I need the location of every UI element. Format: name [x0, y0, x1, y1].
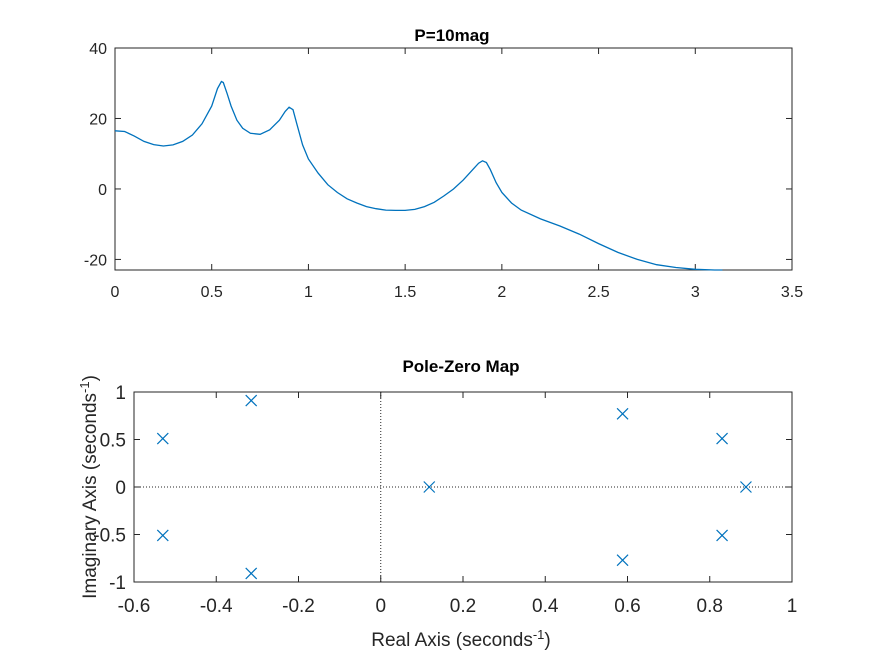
pz-x-tick-label: 0.8 — [697, 596, 723, 617]
magnitude-plot-box — [114, 47, 793, 271]
pole-marker — [616, 407, 629, 420]
pole-marker-stroke — [616, 554, 629, 567]
pole-marker-stroke — [616, 407, 629, 420]
x-tick-label: 1 — [304, 284, 313, 301]
pz-x-tick-label: 1 — [787, 596, 798, 617]
magnitude-series-line — [114, 80, 723, 271]
pole-zero-plot-box — [133, 391, 793, 583]
pz-y-tick-label: 1 — [115, 383, 126, 404]
pz-x-tick-label: -0.4 — [200, 596, 233, 617]
pole-marker-stroke — [156, 432, 169, 445]
x-tick-label: 1.5 — [394, 284, 416, 301]
pole-marker-stroke — [423, 481, 436, 493]
x-tick-label: 2.5 — [587, 284, 609, 301]
pole-marker-stroke — [245, 567, 258, 580]
magnitude-title: P=10mag — [414, 26, 489, 45]
pole-marker — [716, 529, 729, 542]
y-tick-label: 20 — [89, 111, 107, 128]
pole-zero-ylabel: Imaginary Axis (seconds-1) — [77, 375, 102, 599]
pole-zero-title: Pole-Zero Map — [402, 357, 519, 376]
pz-y-tick-label: 0 — [115, 478, 126, 499]
pole-marker — [156, 432, 169, 445]
pz-y-tick-label: -0.5 — [93, 526, 126, 547]
pz-x-tick-label: -0.2 — [282, 596, 315, 617]
pz-x-tick-label: -0.6 — [118, 596, 151, 617]
pole-marker — [716, 432, 729, 445]
pole-marker — [616, 554, 629, 567]
pz-x-tick-label: 0.2 — [450, 596, 476, 617]
x-tick-label: 0 — [111, 284, 120, 301]
pole-marker-stroke — [740, 481, 752, 493]
pole-zero-axes: Pole-Zero Map -0.6 -0.4 -0.2 0 0.2 0.4 0.6 0.8 1… — [77, 357, 798, 651]
y-tick-label: -20 — [84, 252, 107, 269]
pz-y-tick-label: 0.5 — [100, 431, 126, 452]
x-tick-label: 2 — [497, 284, 506, 301]
y-tick-label: 0 — [98, 182, 107, 199]
pole-marker-stroke — [716, 529, 729, 542]
pole-zero-xlabel: Real Axis (seconds-1) — [371, 627, 550, 652]
pole-marker — [740, 481, 752, 493]
x-tick-label: 3.5 — [781, 284, 803, 301]
pole-markers — [156, 394, 752, 580]
pole-marker — [245, 567, 258, 580]
pz-x-tick-label: 0.6 — [614, 596, 640, 617]
pole-marker — [423, 481, 436, 493]
pole-marker-stroke — [245, 394, 258, 407]
pz-x-tick-label: 0 — [375, 596, 386, 617]
pz-y-tick-label: -1 — [109, 573, 126, 594]
pole-marker — [245, 394, 258, 407]
pole-marker-stroke — [156, 529, 169, 542]
pole-zero-ticks: -0.6 -0.4 -0.2 0 0.2 0.4 0.6 0.8 1 -1 -0.5 0 0.5 1 — [93, 383, 797, 617]
x-tick-label: 0.5 — [201, 284, 223, 301]
x-tick-label: 3 — [691, 284, 700, 301]
pz-x-tick-label: 0.4 — [532, 596, 559, 617]
y-tick-label: 40 — [89, 41, 107, 58]
pole-marker — [156, 529, 169, 542]
pole-marker-stroke — [716, 432, 729, 445]
